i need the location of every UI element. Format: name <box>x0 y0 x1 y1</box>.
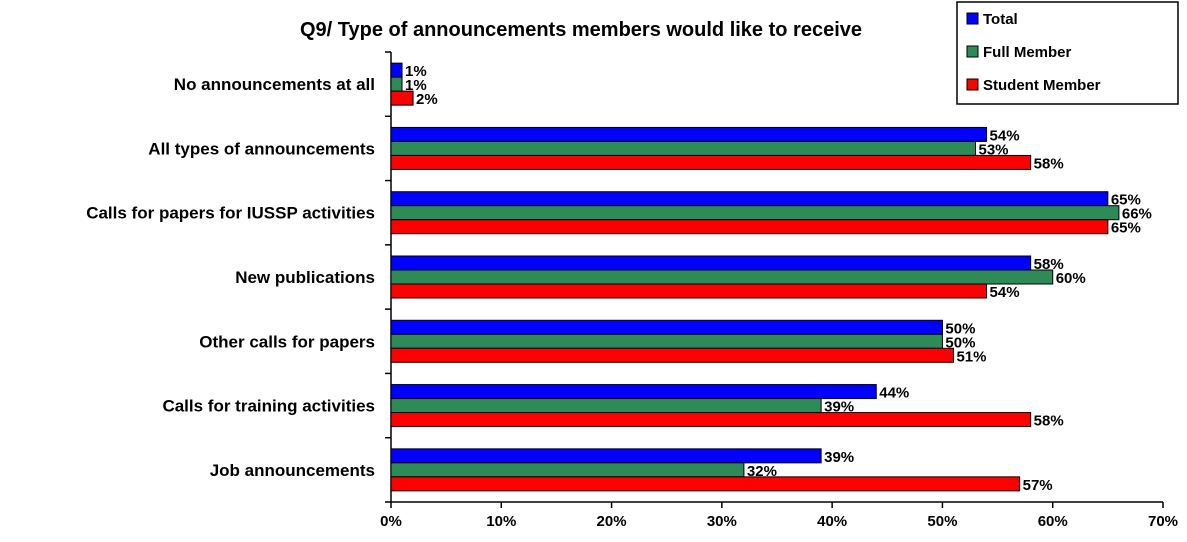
legend: Total Full Member Student Member <box>956 1 1179 105</box>
bar <box>390 219 1109 235</box>
bar <box>390 76 403 92</box>
data-label: 2% <box>416 91 438 108</box>
bar <box>390 398 822 414</box>
bar <box>390 191 1109 207</box>
x-tick-label: 40% <box>817 513 847 530</box>
category-label: All types of announcements <box>148 139 375 158</box>
data-label: 57% <box>1023 477 1053 494</box>
data-label: 65% <box>1111 220 1141 237</box>
category-label: Other calls for papers <box>199 332 375 351</box>
bar <box>390 448 822 464</box>
data-label: 50% <box>945 334 975 351</box>
data-label: 1% <box>405 77 427 94</box>
bar <box>390 255 1032 271</box>
legend-swatch <box>966 45 979 58</box>
category-label: Calls for papers for IUSSP activities <box>86 204 375 223</box>
bar <box>390 412 1032 428</box>
bar <box>390 476 1021 492</box>
x-tick-label: 10% <box>486 513 516 530</box>
data-label: 54% <box>990 127 1020 144</box>
bar <box>390 205 1120 221</box>
data-label: 58% <box>1034 155 1064 172</box>
x-tick-label: 20% <box>597 513 627 530</box>
bar <box>390 90 414 106</box>
data-label: 66% <box>1122 206 1152 223</box>
x-tick-label: 50% <box>927 513 957 530</box>
x-tick-label: 0% <box>380 513 402 530</box>
chart-title: Q9/ Type of announcements members would … <box>300 19 862 41</box>
bar <box>390 333 943 349</box>
bar <box>390 319 943 335</box>
bar <box>390 269 1054 285</box>
data-label: 51% <box>956 348 986 365</box>
bar <box>390 384 877 400</box>
legend-label: Total <box>983 11 1018 28</box>
data-label: 58% <box>1034 256 1064 273</box>
data-label: 60% <box>1056 270 1086 287</box>
category-label: Job announcements <box>210 461 375 480</box>
bar <box>390 140 977 156</box>
category-label: No announcements at all <box>174 75 375 94</box>
category-label: New publications <box>235 268 375 287</box>
data-label: 32% <box>747 463 777 480</box>
x-tick-label: 70% <box>1148 513 1178 530</box>
legend-label: Full Member <box>983 44 1072 61</box>
data-label: 44% <box>879 385 909 402</box>
data-label: 50% <box>945 320 975 337</box>
bars <box>390 62 1120 492</box>
bar <box>390 347 954 363</box>
legend-label: Student Member <box>983 77 1101 94</box>
data-labels: 1% 54% 65% 58% 50% 44% 39% 1% 53% 66% 60% 50% 39% 32%… <box>405 63 1152 494</box>
legend-swatch <box>966 78 979 91</box>
legend-box <box>956 1 1179 105</box>
bar <box>390 126 988 142</box>
data-label: 58% <box>1034 413 1064 430</box>
x-tick-label: 60% <box>1038 513 1068 530</box>
x-tick-label: 30% <box>707 513 737 530</box>
legend-swatch <box>966 12 979 25</box>
data-label: 39% <box>824 449 854 466</box>
data-label: 54% <box>990 284 1020 301</box>
bar <box>390 62 403 78</box>
bar <box>390 154 1032 170</box>
bar <box>390 283 988 299</box>
data-label: 39% <box>824 399 854 416</box>
data-label: 1% <box>405 63 427 80</box>
data-label: 65% <box>1111 192 1141 209</box>
bar <box>390 462 745 478</box>
data-label: 53% <box>979 141 1009 158</box>
category-label: Calls for training activities <box>162 397 375 416</box>
axes: 0% 10% 20% 30% 40% 50% 60% 70% No announcements … <box>86 51 1178 530</box>
